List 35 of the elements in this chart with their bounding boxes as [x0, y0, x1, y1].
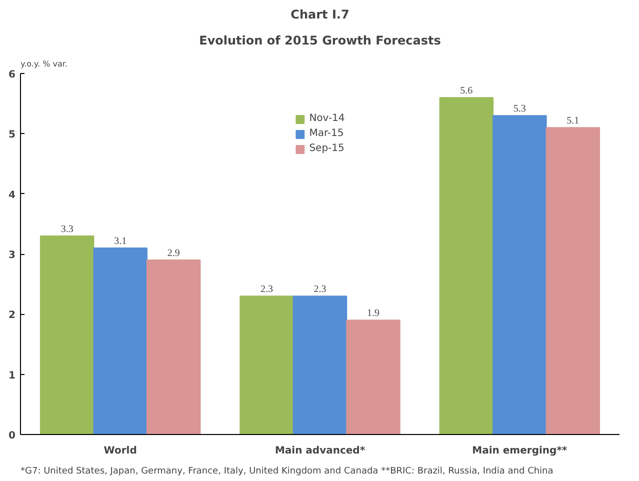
- chart-title: Chart I.7: [290, 8, 350, 22]
- y-tick-label: 0: [8, 430, 16, 442]
- data-label: 5.1: [566, 116, 580, 127]
- legend-label: Sep-15: [309, 143, 344, 154]
- y-tick-label: 6: [8, 70, 16, 80]
- chart-subtitle: Evolution of 2015 Growth Forecasts: [199, 34, 441, 48]
- y-tick-label: 4: [8, 190, 16, 201]
- y-tick-label: 2: [8, 310, 16, 322]
- data-label: 2.3: [314, 284, 326, 296]
- bar: [546, 127, 600, 434]
- bar: [93, 247, 148, 434]
- bar: [292, 296, 348, 434]
- data-label: 2.3: [260, 284, 274, 296]
- y-axis-title: y.o.y. % var.: [20, 60, 68, 68]
- bar: [40, 235, 94, 434]
- bar: [492, 115, 547, 434]
- x-tick-label: World: [104, 446, 137, 456]
- text: *G7: United States, Japan, Germany, France, Italy, United Kingdom and Canada **BRIC: Brazil, Russia, India and China: [20, 466, 554, 476]
- bar: [240, 296, 294, 434]
- bar: [346, 320, 400, 434]
- data-label: 1.9: [366, 308, 380, 320]
- data-label: 3.3: [60, 224, 74, 235]
- data-label: 5.3: [513, 104, 526, 115]
- data-label: 5.6: [460, 86, 473, 97]
- x-tick-label: Main emerging**: [472, 446, 568, 456]
- legend-label: Nov-14: [309, 113, 345, 124]
- bar: [439, 97, 494, 434]
- y-tick-label: 3: [8, 250, 16, 261]
- y-tick-label: 5: [8, 130, 16, 141]
- bar: [146, 260, 201, 434]
- data-label: 3.1: [114, 236, 127, 247]
- data-label: 2.9: [167, 248, 180, 260]
- x-tick-label: Main advanced*: [274, 446, 366, 456]
- legend-label: Mar-15: [309, 128, 344, 139]
- y-tick-label: 1: [8, 370, 16, 382]
